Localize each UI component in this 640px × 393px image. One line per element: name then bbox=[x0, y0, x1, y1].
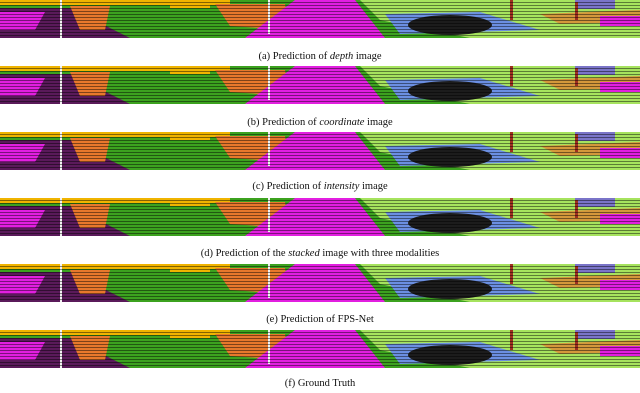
segmentation-map bbox=[0, 0, 640, 38]
caption-text: image with three modalities bbox=[319, 248, 440, 259]
caption-emphasis: depth bbox=[329, 51, 354, 62]
segmentation-map bbox=[0, 132, 640, 170]
segmentation-map bbox=[0, 264, 640, 302]
segmentation-map bbox=[0, 66, 640, 104]
segmentation-image bbox=[0, 66, 640, 104]
segmentation-image bbox=[0, 264, 640, 302]
caption-emphasis: coordinate bbox=[319, 117, 365, 128]
caption: (d) Prediction of the stacked image with… bbox=[0, 248, 640, 260]
segmentation-map bbox=[0, 198, 640, 236]
caption-text: (e) Prediction of FPS-Net bbox=[266, 314, 374, 325]
caption-text: (f) Ground Truth bbox=[284, 378, 356, 389]
caption-text: image bbox=[364, 117, 393, 128]
caption: (e) Prediction of FPS-Net bbox=[0, 314, 640, 326]
caption-text: (b) Prediction of bbox=[247, 117, 320, 128]
caption-text: image bbox=[353, 51, 382, 62]
segmentation-map bbox=[0, 330, 640, 368]
caption-emphasis: stacked bbox=[288, 248, 320, 259]
segmentation-image bbox=[0, 198, 640, 236]
segmentation-image bbox=[0, 330, 640, 368]
caption: (a) Prediction of depth image bbox=[0, 51, 640, 63]
caption-text: (a) Prediction of bbox=[258, 51, 330, 62]
segmentation-image bbox=[0, 0, 640, 38]
caption: (c) Prediction of intensity image bbox=[0, 181, 640, 193]
segmentation-image bbox=[0, 132, 640, 170]
caption-text: (d) Prediction of the bbox=[200, 248, 289, 259]
caption: (b) Prediction of coordinate image bbox=[0, 117, 640, 129]
caption-emphasis: intensity bbox=[323, 181, 360, 192]
caption-text: (c) Prediction of bbox=[252, 181, 324, 192]
caption-text: image bbox=[359, 181, 388, 192]
caption: (f) Ground Truth bbox=[0, 378, 640, 390]
